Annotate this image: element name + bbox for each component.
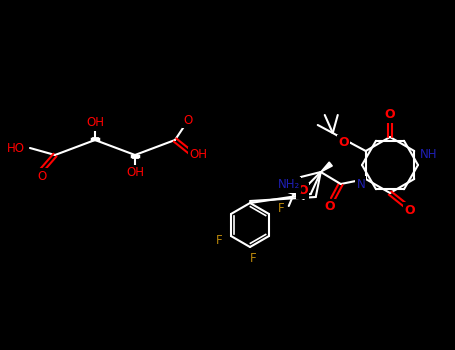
Text: O: O bbox=[324, 201, 335, 214]
Text: OH: OH bbox=[86, 117, 104, 130]
Text: F: F bbox=[278, 203, 284, 216]
Text: HO: HO bbox=[7, 141, 25, 154]
Text: NH₂: NH₂ bbox=[278, 178, 300, 191]
Text: F: F bbox=[250, 252, 256, 266]
Text: O: O bbox=[339, 136, 349, 149]
Text: O: O bbox=[183, 113, 192, 126]
Text: O: O bbox=[384, 108, 395, 121]
Text: OH: OH bbox=[126, 167, 144, 180]
Polygon shape bbox=[321, 162, 332, 172]
Text: O: O bbox=[298, 184, 308, 197]
Text: NH: NH bbox=[420, 147, 437, 161]
Text: O: O bbox=[404, 203, 415, 217]
Text: N: N bbox=[356, 177, 365, 190]
Text: O: O bbox=[37, 169, 46, 182]
Text: F: F bbox=[216, 234, 222, 247]
Text: OH: OH bbox=[189, 148, 207, 161]
